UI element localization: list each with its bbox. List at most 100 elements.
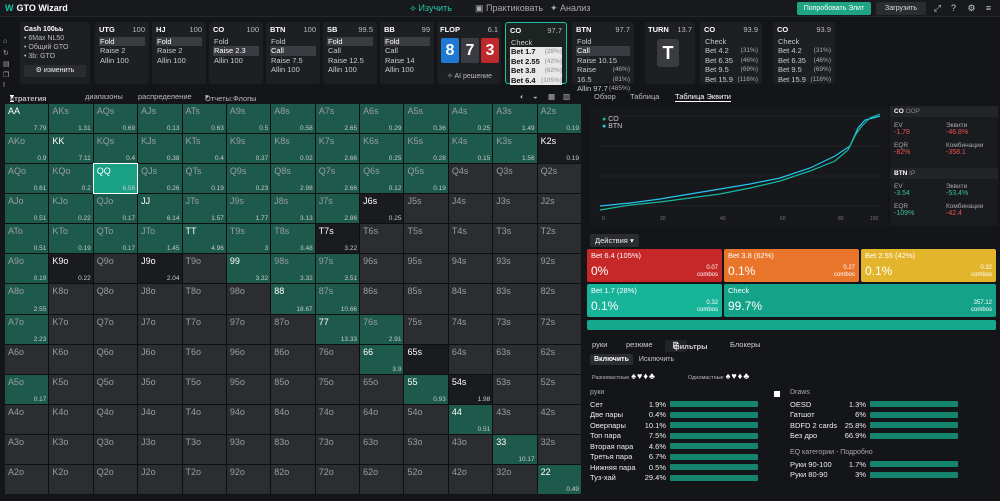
seat-action[interactable]: Raise 14 bbox=[385, 55, 415, 65]
hand-cell-a6s[interactable]: A6s 0.29 bbox=[360, 104, 404, 134]
hand-cell-97o[interactable]: 97o bbox=[226, 314, 271, 344]
hand-cell-tt[interactable]: TT 4.96 bbox=[182, 224, 226, 254]
seat-action[interactable]: Allin 100 bbox=[214, 55, 243, 65]
hand-cell-qjo[interactable]: QJo 0.17 bbox=[93, 194, 138, 224]
hand-cell-j2s[interactable]: J2s bbox=[537, 194, 581, 224]
hand-cell-t5s[interactable]: T5s bbox=[404, 224, 448, 254]
save-icon[interactable]: ▤ bbox=[3, 61, 10, 68]
seat-action[interactable]: Fold bbox=[271, 36, 286, 46]
hand-cell-k3o[interactable]: K3o bbox=[49, 434, 93, 464]
hand-cell-63s[interactable]: 63s bbox=[493, 344, 537, 374]
seat-action[interactable]: Allin 100 bbox=[100, 55, 129, 65]
hand-cell-kqo[interactable]: KQo 0.2 bbox=[49, 164, 93, 194]
node-action[interactable]: Bet 4.2 (31%) bbox=[704, 46, 758, 56]
view-icon-1[interactable]: ◐ bbox=[520, 92, 525, 101]
copy-icon[interactable]: ❐ bbox=[3, 72, 10, 79]
hand-cell-64o[interactable]: 64o bbox=[360, 404, 404, 434]
hand-cell-q6s[interactable]: Q6s 0.12 bbox=[360, 164, 404, 194]
hand-cell-t2s[interactable]: T2s bbox=[537, 224, 581, 254]
hand-cell-k8s[interactable]: K8s 0.02 bbox=[271, 134, 315, 164]
node-action[interactable]: Fold bbox=[576, 37, 630, 47]
hand-cell-j9s[interactable]: J9s 1.77 bbox=[226, 194, 271, 224]
hand-cell-kto[interactable]: KTo 0.19 bbox=[49, 224, 93, 254]
hand-cell-96o[interactable]: 96o bbox=[226, 344, 271, 374]
hand-cell-94o[interactable]: 94o bbox=[226, 404, 271, 434]
hand-cell-53o[interactable]: 53o bbox=[404, 434, 448, 464]
hand-cell-jts[interactable]: JTs 1.57 bbox=[182, 194, 226, 224]
node-action[interactable]: Raise 10.15 (46%) bbox=[576, 56, 630, 74]
hand-cell-65s[interactable]: 65s bbox=[404, 344, 448, 374]
hand-cell-a4s[interactable]: A4s 0.25 bbox=[448, 104, 493, 134]
filter-row[interactable]: Третья пара 6.7% bbox=[590, 452, 780, 463]
try-elite-button[interactable]: Попробовать Элит bbox=[797, 2, 871, 15]
hand-cell-ato[interactable]: ATo 0.51 bbox=[5, 224, 49, 254]
hand-cell-33[interactable]: 33 10.17 bbox=[493, 434, 537, 464]
seat-action[interactable]: Fold bbox=[214, 36, 229, 46]
seat-action[interactable]: Fold bbox=[99, 36, 145, 46]
hand-cell-63o[interactable]: 63o bbox=[360, 434, 404, 464]
filter-row[interactable]: Без дро 66.9% bbox=[790, 431, 995, 442]
tab-summary[interactable]: резюме bbox=[626, 340, 653, 349]
tab-equity-table[interactable]: Таблица Эквити bbox=[675, 92, 731, 102]
seat-action[interactable]: Fold bbox=[384, 36, 430, 46]
filter-row[interactable]: Две пары 0.4% bbox=[590, 410, 780, 421]
hand-cell-86o[interactable]: 86o bbox=[271, 344, 315, 374]
node-action[interactable]: Bet 6.35 (46%) bbox=[704, 56, 758, 66]
action-box[interactable]: Check 99.7% 357.12 combos bbox=[724, 284, 996, 317]
hand-cell-82s[interactable]: 82s bbox=[537, 284, 581, 314]
tab-strategy-ev[interactable]: стратегия + EV ▾ bbox=[10, 92, 47, 112]
hand-cell-75o[interactable]: 75o bbox=[315, 374, 360, 404]
hand-cell-ajo[interactable]: AJo 0.51 bbox=[5, 194, 49, 224]
hand-cell-t2o[interactable]: T2o bbox=[182, 464, 226, 494]
settings-icon[interactable]: ⚙ bbox=[967, 3, 976, 13]
seat-btn[interactable]: BTN 100 Fold Call Raise 7.5 Allin 100 bbox=[266, 22, 320, 84]
hand-cell-a9s[interactable]: A9s 0.5 bbox=[226, 104, 271, 134]
hand-cell-t8o[interactable]: T8o bbox=[182, 284, 226, 314]
hand-cell-q7s[interactable]: Q7s 2.66 bbox=[315, 164, 360, 194]
filter-row[interactable]: Руки 90-100 1.7% bbox=[790, 459, 995, 470]
hand-cell-95s[interactable]: 95s bbox=[404, 254, 448, 284]
tab-distribution[interactable]: распределение bbox=[138, 92, 192, 101]
hand-cell-55[interactable]: 55 0.93 bbox=[404, 374, 448, 404]
hand-cell-kjs[interactable]: KJs 0.38 bbox=[138, 134, 182, 164]
hand-cell-88[interactable]: 88 18.67 bbox=[271, 284, 315, 314]
hand-cell-jj[interactable]: JJ 6.14 bbox=[138, 194, 182, 224]
hand-cell-98o[interactable]: 98o bbox=[226, 284, 271, 314]
hand-cell-t5o[interactable]: T5o bbox=[182, 374, 226, 404]
change-button[interactable]: ⚙ изменить bbox=[24, 65, 86, 77]
hand-cell-k7s[interactable]: K7s 2.66 bbox=[315, 134, 360, 164]
hand-cell-53s[interactable]: 53s bbox=[493, 374, 537, 404]
hand-cell-j5o[interactable]: J5o bbox=[138, 374, 182, 404]
hand-cell-a9o[interactable]: A9o 0.19 bbox=[5, 254, 49, 284]
hand-cell-74s[interactable]: 74s bbox=[448, 314, 493, 344]
hand-cell-a3s[interactable]: A3s 1.49 bbox=[493, 104, 537, 134]
hand-cell-qto[interactable]: QTo 0.17 bbox=[93, 224, 138, 254]
hand-cell-k6o[interactable]: K6o bbox=[49, 344, 93, 374]
hand-cell-98s[interactable]: 98s 3.32 bbox=[271, 254, 315, 284]
node-action[interactable]: Bet 2.55 (42%) bbox=[510, 56, 562, 66]
hand-cell-t3s[interactable]: T3s bbox=[493, 224, 537, 254]
hand-cell-j8o[interactable]: J8o bbox=[138, 284, 182, 314]
hand-cell-86s[interactable]: 86s bbox=[360, 284, 404, 314]
hand-cell-22[interactable]: 22 0.49 bbox=[537, 464, 581, 494]
hand-cell-j6o[interactable]: J6o bbox=[138, 344, 182, 374]
hand-cell-a6o[interactable]: A6o bbox=[5, 344, 49, 374]
hand-cell-q6o[interactable]: Q6o bbox=[93, 344, 138, 374]
hand-cell-76o[interactable]: 76o bbox=[315, 344, 360, 374]
hand-cell-32s[interactable]: 32s bbox=[537, 434, 581, 464]
tab-table[interactable]: Таблица bbox=[630, 92, 660, 101]
hand-cell-93o[interactable]: 93o bbox=[226, 434, 271, 464]
hand-cell-j5s[interactable]: J5s bbox=[404, 194, 448, 224]
nav-study[interactable]: ⟡ Изучить bbox=[410, 3, 452, 13]
flop-node[interactable]: FLOP 6.1 8 7 3 ✧ AI решение bbox=[437, 22, 501, 84]
hand-cell-75s[interactable]: 75s bbox=[404, 314, 448, 344]
tab-reports[interactable]: Отчеты:Флопы ▾ bbox=[205, 92, 257, 103]
hand-cell-43o[interactable]: 43o bbox=[448, 434, 493, 464]
help-icon[interactable]: ? bbox=[950, 3, 956, 13]
hand-cell-kk[interactable]: KK 7.11 bbox=[49, 134, 93, 164]
seat-utg[interactable]: UTG 100 Fold Raise 2 Allin 100 bbox=[95, 22, 149, 84]
seat-action[interactable]: Allin 100 bbox=[271, 65, 300, 74]
seat-co[interactable]: CO 100 Fold Raise 2.3 Allin 100 bbox=[209, 22, 263, 84]
hand-cell-q2s[interactable]: Q2s bbox=[537, 164, 581, 194]
hand-cell-j8s[interactable]: J8s 3.13 bbox=[271, 194, 315, 224]
